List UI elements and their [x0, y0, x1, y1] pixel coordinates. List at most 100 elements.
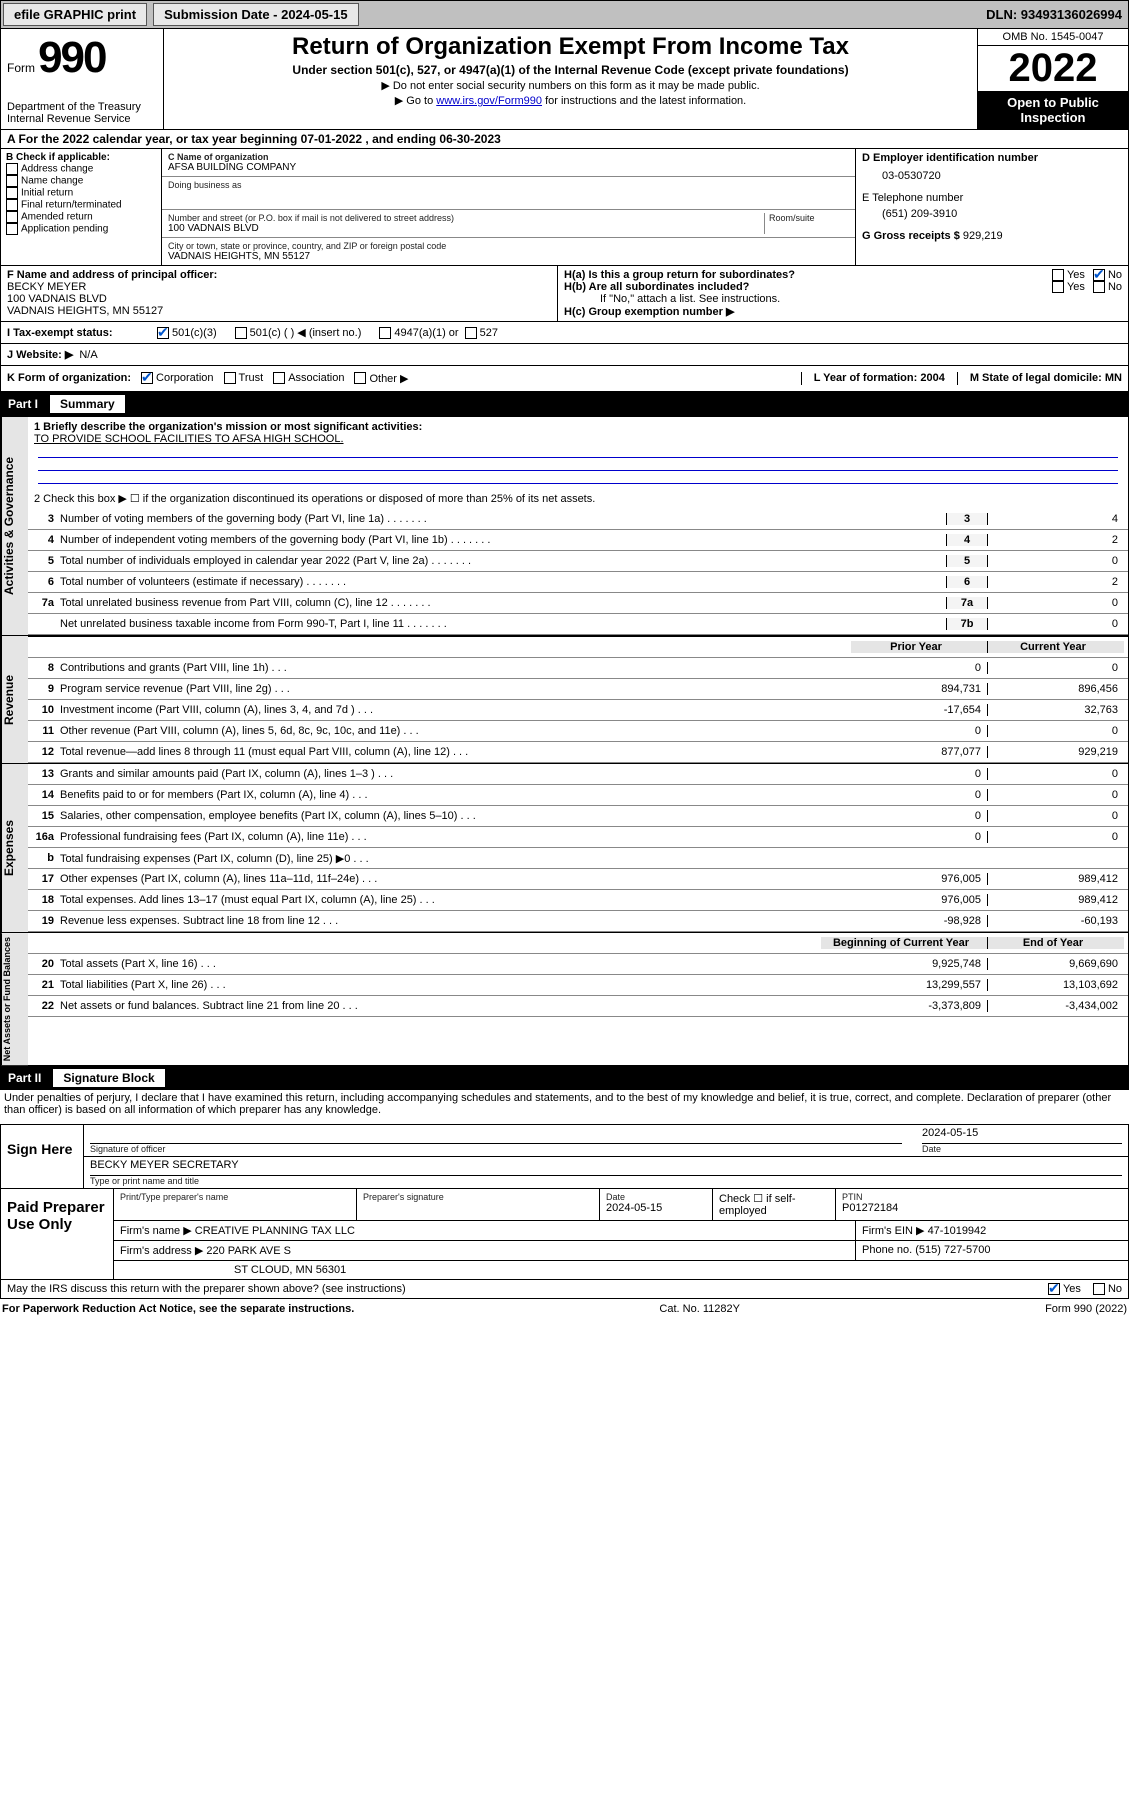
table-row: 21 Total liabilities (Part X, line 26) .… — [28, 975, 1128, 996]
check-527[interactable] — [465, 327, 477, 339]
firm-phone-value: (515) 727-5700 — [915, 1244, 990, 1256]
line-text: Other revenue (Part VIII, column (A), li… — [60, 725, 851, 737]
instructions-link[interactable]: www.irs.gov/Form990 — [436, 95, 542, 107]
check-association[interactable] — [273, 372, 285, 384]
opt-4947: 4947(a)(1) or — [394, 327, 458, 339]
form-word: Form — [7, 61, 35, 75]
discuss-yes: Yes — [1063, 1283, 1081, 1295]
form-number: 990 — [38, 33, 105, 82]
ha-yes-checkbox[interactable] — [1052, 269, 1064, 281]
firm-addr-value: 220 PARK AVE S — [206, 1245, 291, 1257]
sidebar-governance: Activities & Governance — [1, 417, 28, 635]
website-value: N/A — [79, 349, 97, 361]
check-initial-return[interactable] — [6, 187, 18, 199]
part1-header: Part I Summary — [0, 392, 1129, 416]
expenses-section: Expenses 13 Grants and similar amounts p… — [0, 764, 1129, 933]
tax-year-begin: 07-01-2022 — [301, 132, 362, 146]
line-box: 3 — [946, 513, 988, 525]
form-org-label: K Form of organization: — [7, 372, 131, 385]
form-footer: Form 990 (2022) — [1045, 1303, 1127, 1315]
h-note: If "No," attach a list. See instructions… — [564, 293, 1122, 305]
opt-amended-return: Amended return — [21, 212, 93, 223]
opt-trust: Trust — [239, 372, 264, 385]
prep-date-value: 2024-05-15 — [606, 1202, 706, 1214]
check-4947[interactable] — [379, 327, 391, 339]
check-corporation[interactable] — [141, 372, 153, 384]
gov-row: Net unrelated business taxable income fr… — [28, 614, 1128, 635]
line-text: Grants and similar amounts paid (Part IX… — [60, 768, 851, 780]
line-text: Total revenue—add lines 8 through 11 (mu… — [60, 746, 851, 758]
discuss-no-checkbox[interactable] — [1093, 1283, 1105, 1295]
col-prior-year: Prior Year — [851, 641, 988, 653]
table-row: 11 Other revenue (Part VIII, column (A),… — [28, 721, 1128, 742]
current-value: 0 — [988, 768, 1124, 780]
row-k: K Form of organization: Corporation Trus… — [0, 366, 1129, 392]
line-text: Investment income (Part VIII, column (A)… — [60, 704, 851, 716]
line-num: 18 — [32, 894, 54, 906]
table-row: 18 Total expenses. Add lines 13–17 (must… — [28, 890, 1128, 911]
room-label: Room/suite — [769, 213, 849, 223]
prior-value: 894,731 — [851, 683, 988, 695]
line-num: b — [32, 852, 54, 864]
line-value: 4 — [988, 513, 1124, 525]
box-deg: D Employer identification number 03-0530… — [856, 149, 1128, 265]
line-num: 13 — [32, 768, 54, 780]
current-value: 9,669,690 — [988, 958, 1124, 970]
check-amended-return[interactable] — [6, 211, 18, 223]
check-application-pending[interactable] — [6, 223, 18, 235]
table-row: 8 Contributions and grants (Part VIII, l… — [28, 658, 1128, 679]
prep-name-label: Print/Type preparer's name — [120, 1192, 350, 1202]
ptin-value: P01272184 — [842, 1202, 1122, 1214]
box-b: B Check if applicable: Address change Na… — [1, 149, 162, 265]
ein-value: 03-0530720 — [862, 164, 1122, 192]
line-num: 11 — [32, 725, 54, 737]
self-employed-label: Check ☐ if self-employed — [713, 1189, 836, 1220]
line-num: 17 — [32, 873, 54, 885]
sig-officer-line[interactable] — [90, 1127, 902, 1144]
city-label: City or town, state or province, country… — [168, 241, 849, 251]
ha-no-checkbox[interactable] — [1093, 269, 1105, 281]
table-row: 12 Total revenue—add lines 8 through 11 … — [28, 742, 1128, 763]
firm-city-value: ST CLOUD, MN 56301 — [114, 1261, 1128, 1279]
sidebar-revenue: Revenue — [1, 636, 28, 763]
ha-label: H(a) Is this a group return for subordin… — [564, 269, 1052, 281]
efile-print-button[interactable]: efile GRAPHIC print — [3, 3, 147, 26]
gov-row: 5 Total number of individuals employed i… — [28, 551, 1128, 572]
q1-label: 1 Briefly describe the organization's mi… — [34, 421, 1122, 433]
governance-section: Activities & Governance 1 Briefly descri… — [0, 416, 1129, 636]
tax-year-end: 06-30-2023 — [439, 132, 500, 146]
current-value: 0 — [988, 810, 1124, 822]
hb-yes-checkbox[interactable] — [1052, 281, 1064, 293]
state-domicile: M State of legal domicile: MN — [957, 372, 1122, 385]
dln-label: DLN: 93493136026994 — [986, 7, 1122, 22]
table-row: 10 Investment income (Part VIII, column … — [28, 700, 1128, 721]
part1-title: Summary — [50, 395, 125, 413]
check-501c[interactable] — [235, 327, 247, 339]
discuss-no: No — [1108, 1283, 1122, 1295]
check-name-change[interactable] — [6, 175, 18, 187]
irs-label: Internal Revenue Service — [7, 113, 157, 125]
table-row: 17 Other expenses (Part IX, column (A), … — [28, 869, 1128, 890]
city-value: VADNAIS HEIGHTS, MN 55127 — [168, 251, 849, 262]
line-num: 20 — [32, 958, 54, 970]
check-address-change[interactable] — [6, 163, 18, 175]
check-501c3[interactable] — [157, 327, 169, 339]
prior-value: 0 — [851, 662, 988, 674]
website-label: J Website: ▶ — [7, 348, 73, 361]
hb-no-checkbox[interactable] — [1093, 281, 1105, 293]
prior-value: 0 — [851, 831, 988, 843]
table-row: 14 Benefits paid to or for members (Part… — [28, 785, 1128, 806]
check-other[interactable] — [354, 372, 366, 384]
line-text: Benefits paid to or for members (Part IX… — [60, 789, 851, 801]
sig-date-label: Date — [922, 1144, 1122, 1154]
line-num: 16a — [32, 831, 54, 843]
type-name-label: Type or print name and title — [90, 1176, 1122, 1186]
ha-no: No — [1108, 269, 1122, 281]
firm-addr-label: Firm's address ▶ — [120, 1245, 203, 1257]
check-final-return[interactable] — [6, 199, 18, 211]
discuss-yes-checkbox[interactable] — [1048, 1283, 1060, 1295]
line-num: 7a — [32, 597, 54, 609]
line-num: 3 — [32, 513, 54, 525]
check-trust[interactable] — [224, 372, 236, 384]
col-begin-year: Beginning of Current Year — [821, 937, 988, 949]
